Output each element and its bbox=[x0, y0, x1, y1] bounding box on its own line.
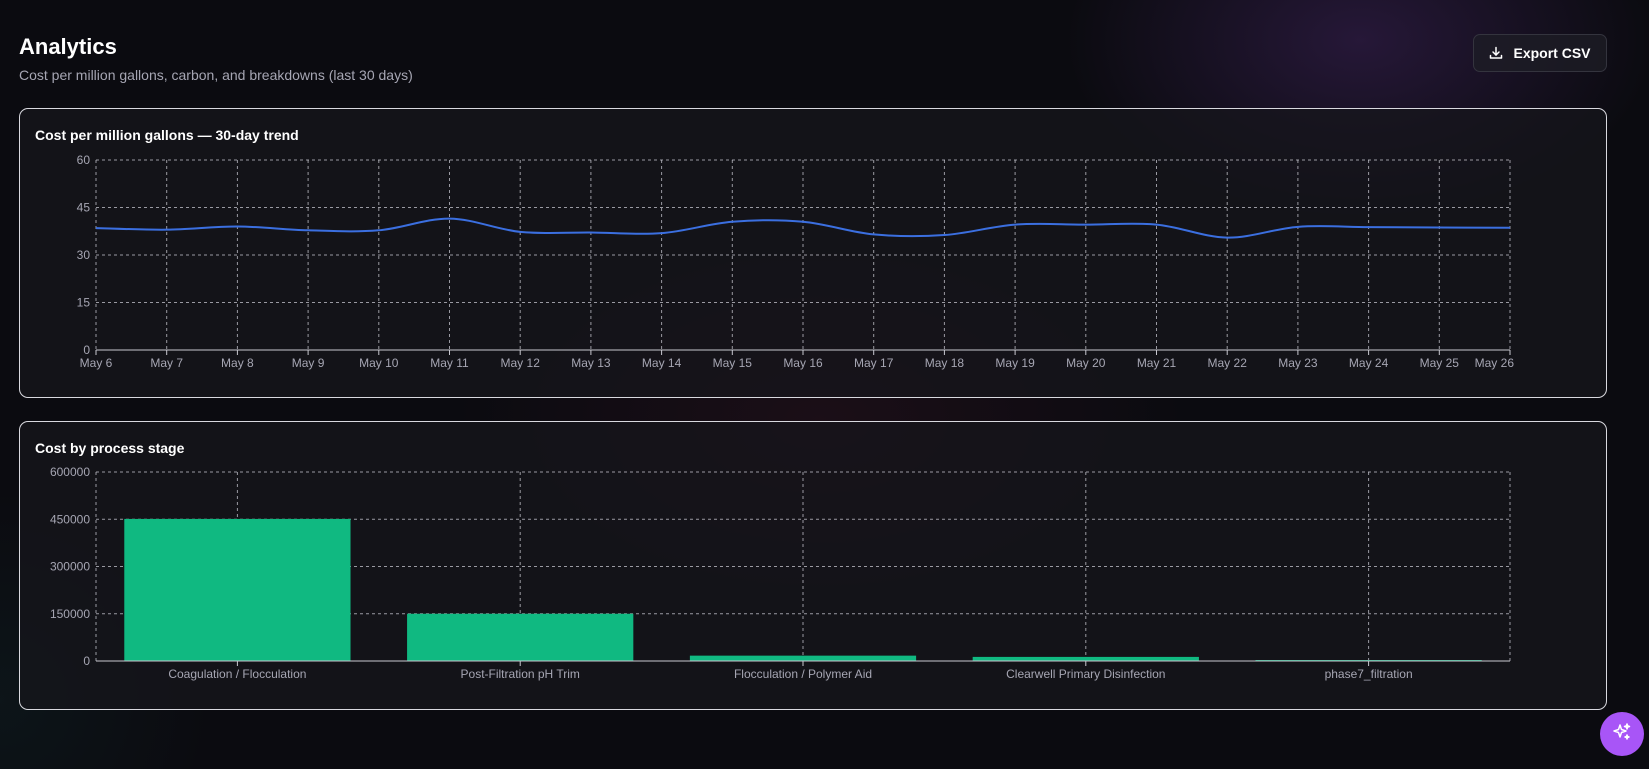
page-title: Analytics bbox=[19, 34, 117, 59]
y-tick-label: 30 bbox=[77, 248, 91, 262]
x-tick-label: May 20 bbox=[1066, 356, 1106, 370]
bar bbox=[689, 655, 917, 661]
y-tick-label: 300000 bbox=[50, 560, 90, 574]
x-tick-label: May 23 bbox=[1278, 356, 1318, 370]
x-tick-label: May 15 bbox=[713, 356, 753, 370]
y-tick-label: 60 bbox=[77, 153, 91, 167]
x-tick-label: Clearwell Primary Disinfection bbox=[1006, 667, 1165, 681]
y-tick-label: 150000 bbox=[50, 607, 90, 621]
assistant-button[interactable] bbox=[1600, 712, 1644, 756]
x-tick-label: May 10 bbox=[359, 356, 399, 370]
page-subtitle: Cost per million gallons, carbon, and br… bbox=[19, 67, 413, 83]
page-header: Analytics Cost per million gallons, carb… bbox=[19, 34, 413, 83]
x-tick-label: May 22 bbox=[1208, 356, 1248, 370]
y-tick-label: 45 bbox=[77, 201, 91, 215]
x-tick-label: May 6 bbox=[80, 356, 113, 370]
x-tick-label: phase7_filtration bbox=[1325, 667, 1413, 681]
x-tick-label: May 24 bbox=[1349, 356, 1389, 370]
y-tick-label: 15 bbox=[77, 296, 91, 310]
x-tick-label: May 14 bbox=[642, 356, 682, 370]
cost-trend-line bbox=[95, 217, 1511, 239]
export-csv-button[interactable]: Export CSV bbox=[1473, 34, 1607, 72]
bar bbox=[407, 613, 634, 661]
cost-by-stage-card: Cost by process stage 0 150000 300000 45000… bbox=[19, 421, 1607, 710]
x-tick-label: May 8 bbox=[221, 356, 254, 370]
x-tick-label: May 19 bbox=[995, 356, 1035, 370]
bar bbox=[124, 518, 351, 661]
bar bbox=[972, 656, 1199, 661]
y-tick-label: 450000 bbox=[50, 512, 90, 526]
x-tick-label: May 16 bbox=[783, 356, 823, 370]
x-tick-label: May 17 bbox=[854, 356, 894, 370]
x-tick-label: Coagulation / Flocculation bbox=[168, 667, 306, 681]
x-tick-label: May 25 bbox=[1420, 356, 1460, 370]
download-icon bbox=[1489, 46, 1503, 60]
x-tick-label: May 26 bbox=[1475, 356, 1515, 370]
x-tick-label: May 12 bbox=[501, 356, 541, 370]
cost-by-stage-title: Cost by process stage bbox=[35, 440, 185, 456]
sparkles-icon bbox=[1612, 722, 1632, 747]
x-tick-label: May 18 bbox=[925, 356, 965, 370]
x-tick-label: May 21 bbox=[1137, 356, 1177, 370]
cost-trend-card: Cost per million gallons — 30-day trend … bbox=[19, 108, 1607, 398]
y-tick-label: 0 bbox=[83, 654, 90, 668]
cost-by-stage-chart: 0 150000 300000 450000 600000 Coagulation / F… bbox=[50, 465, 1511, 681]
export-csv-label: Export CSV bbox=[1513, 45, 1591, 61]
cost-trend-chart: 0 15 30 45 60 May 6 May 7 May 8 May 9 May 10 May 1… bbox=[77, 153, 1515, 370]
x-tick-label: May 7 bbox=[150, 356, 183, 370]
x-tick-label: May 9 bbox=[292, 356, 325, 370]
x-tick-label: Flocculation / Polymer Aid bbox=[734, 667, 872, 681]
cost-trend-title: Cost per million gallons — 30-day trend bbox=[35, 127, 299, 143]
y-tick-label: 0 bbox=[83, 343, 90, 357]
x-tick-label: May 11 bbox=[430, 356, 469, 370]
x-tick-label: May 13 bbox=[571, 356, 611, 370]
x-tick-label: Post-Filtration pH Trim bbox=[461, 667, 580, 681]
y-tick-label: 600000 bbox=[50, 465, 90, 479]
